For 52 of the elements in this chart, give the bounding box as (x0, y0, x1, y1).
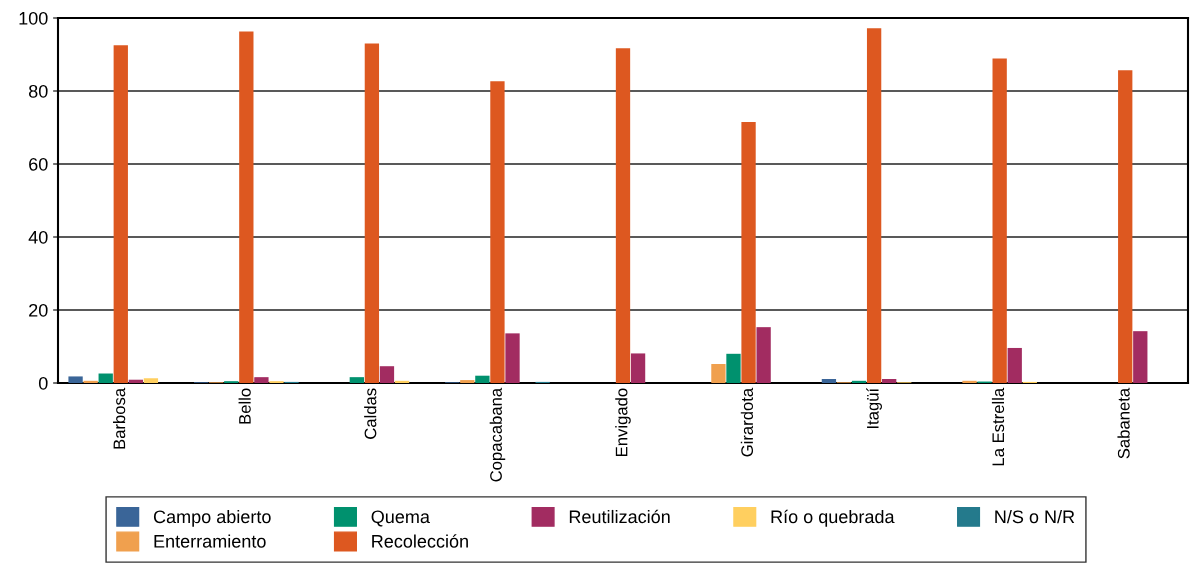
legend-label: Reutilización (569, 509, 670, 524)
bar (83, 380, 98, 383)
bar (882, 378, 897, 383)
x-tick-label: La Estrella (991, 387, 1005, 466)
bar (1118, 70, 1133, 383)
y-tick-label: 100 (19, 11, 48, 25)
bar (394, 380, 410, 383)
bar (821, 378, 837, 383)
x-tick-label: Itagüí (866, 387, 882, 429)
legend-label: Enterramiento (154, 534, 266, 548)
y-tick-label: 40 (28, 230, 48, 244)
x-tick-label: Bello (238, 388, 251, 424)
bar (254, 377, 269, 383)
bar (490, 81, 505, 383)
y-tick-label: 0 (38, 376, 48, 390)
bar (711, 364, 726, 383)
bar (239, 31, 254, 383)
bar (1007, 347, 1022, 383)
bar (460, 380, 475, 383)
bar (962, 380, 977, 383)
legend-label: Río o quebrada (771, 509, 895, 527)
y-tick-label: 60 (29, 157, 48, 171)
legend-label: N/S o N/R (995, 509, 1075, 524)
bar (741, 122, 756, 383)
bar (851, 380, 867, 383)
bar (68, 376, 83, 383)
bar (349, 377, 364, 383)
x-tick-label: Girardota (740, 387, 754, 457)
bar (615, 48, 631, 383)
bar (475, 375, 490, 383)
bar (98, 373, 113, 383)
bar (364, 43, 380, 383)
bar (113, 45, 128, 383)
x-tick-label: Sabaneta (1117, 387, 1130, 459)
bar (379, 366, 395, 383)
bar (630, 353, 646, 383)
bar (726, 353, 741, 383)
bar (505, 333, 520, 383)
x-tick-label: Barbosa (113, 387, 126, 449)
y-tick-label: 80 (28, 84, 48, 98)
bar (143, 378, 159, 383)
bar (992, 58, 1007, 383)
legend-label: Recolección (372, 534, 468, 548)
legend-label: Quema (371, 510, 430, 527)
bar (866, 28, 882, 383)
x-tick-label: Copacabana (489, 387, 506, 482)
bar (1133, 331, 1148, 383)
x-tick-label: Envigado (615, 388, 631, 456)
y-tick-label: 20 (29, 303, 48, 317)
legend-label: Campo abierto (153, 509, 271, 527)
x-tick-label: Caldas (364, 388, 377, 439)
bar (756, 327, 771, 383)
